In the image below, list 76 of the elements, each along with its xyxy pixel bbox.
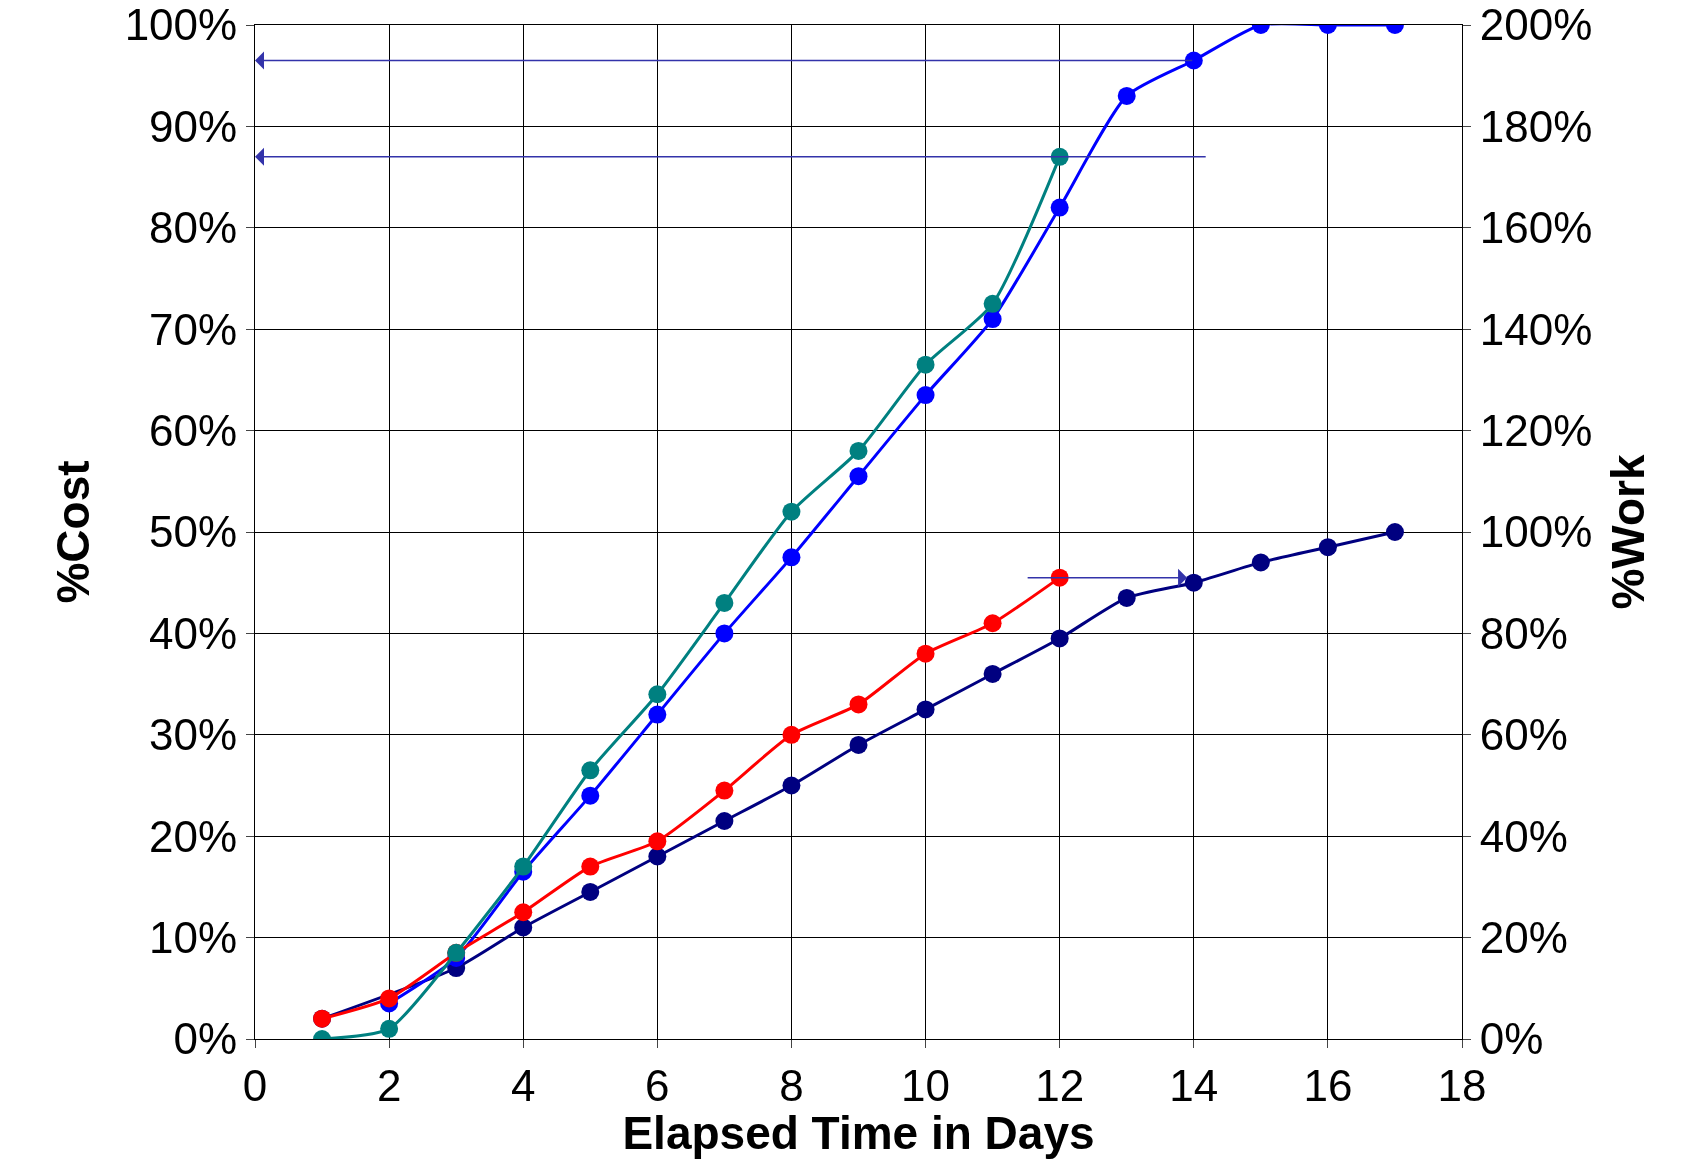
y-tick-label: 10% bbox=[149, 913, 238, 962]
point bbox=[648, 685, 667, 704]
x-tick-label: 8 bbox=[779, 1060, 804, 1110]
x-tick-label: 10 bbox=[901, 1060, 951, 1110]
point bbox=[715, 624, 734, 643]
y-tick-label: 60% bbox=[149, 406, 238, 455]
point bbox=[1050, 629, 1069, 648]
y2-tick-label: 40% bbox=[1479, 811, 1568, 861]
point bbox=[849, 441, 868, 460]
point bbox=[782, 776, 801, 795]
y-tick-label: 20% bbox=[149, 811, 238, 861]
x-tick-label: 6 bbox=[645, 1060, 670, 1110]
point bbox=[983, 310, 1002, 329]
y2-tick-label: 140% bbox=[1479, 304, 1593, 354]
x-axis-title: Elapsed Time in Days bbox=[622, 1107, 1095, 1159]
point bbox=[983, 664, 1002, 683]
point bbox=[916, 355, 935, 374]
y-tick-label: 40% bbox=[149, 608, 238, 658]
point bbox=[1184, 51, 1203, 70]
point bbox=[715, 811, 734, 830]
y-tick-label: 30% bbox=[149, 710, 238, 760]
point bbox=[581, 857, 600, 876]
point bbox=[916, 386, 935, 405]
point bbox=[1117, 86, 1136, 105]
x-tick-label: 2 bbox=[376, 1060, 402, 1110]
point bbox=[849, 735, 868, 754]
y2-tick-label: 160% bbox=[1479, 203, 1593, 253]
point bbox=[916, 644, 935, 663]
point bbox=[849, 467, 868, 486]
y-tick-label: 70% bbox=[149, 304, 238, 354]
point bbox=[581, 882, 600, 901]
y2-tick-label: 20% bbox=[1479, 913, 1568, 962]
y2-tick-label: 180% bbox=[1479, 101, 1593, 151]
point bbox=[782, 725, 801, 744]
y-axis-title: %Cost bbox=[47, 460, 100, 604]
y2-tick-label: 200% bbox=[1479, 0, 1593, 50]
x-tick-label: 14 bbox=[1169, 1060, 1219, 1110]
y-tick-label: 100% bbox=[124, 0, 238, 50]
point bbox=[983, 294, 1002, 313]
point bbox=[514, 903, 533, 922]
y-tick-label: 90% bbox=[149, 101, 238, 151]
point bbox=[1050, 568, 1069, 587]
y2-tick-label: 100% bbox=[1479, 507, 1593, 557]
point bbox=[782, 502, 801, 521]
point bbox=[648, 832, 667, 851]
point bbox=[1184, 573, 1203, 592]
x-tick-label: 16 bbox=[1303, 1060, 1353, 1110]
point bbox=[648, 705, 667, 724]
y-tick-label: 0% bbox=[173, 1014, 238, 1064]
point bbox=[715, 593, 734, 612]
point bbox=[648, 847, 667, 866]
point bbox=[849, 695, 868, 714]
point bbox=[1251, 553, 1270, 572]
x-tick-label: 4 bbox=[510, 1060, 536, 1110]
y2-axis-title: %Work bbox=[1602, 454, 1655, 610]
point bbox=[983, 614, 1002, 633]
point bbox=[380, 1019, 399, 1038]
point bbox=[916, 700, 935, 719]
x-tick-label: 0 bbox=[242, 1060, 268, 1110]
point bbox=[782, 548, 801, 567]
y-tick-label: 50% bbox=[149, 507, 238, 557]
point bbox=[514, 918, 533, 937]
point bbox=[715, 781, 734, 800]
point bbox=[380, 989, 399, 1008]
point bbox=[581, 761, 600, 780]
point bbox=[514, 857, 533, 876]
y2-tick-label: 60% bbox=[1479, 710, 1568, 760]
y2-tick-label: 80% bbox=[1479, 608, 1568, 658]
point bbox=[1050, 198, 1069, 217]
x-tick-label: 12 bbox=[1035, 1060, 1085, 1110]
y2-tick-label: 120% bbox=[1479, 406, 1593, 455]
point bbox=[1117, 588, 1136, 607]
point bbox=[1385, 523, 1404, 541]
point bbox=[581, 786, 600, 805]
y-tick-label: 80% bbox=[149, 203, 238, 253]
point bbox=[1318, 538, 1337, 557]
